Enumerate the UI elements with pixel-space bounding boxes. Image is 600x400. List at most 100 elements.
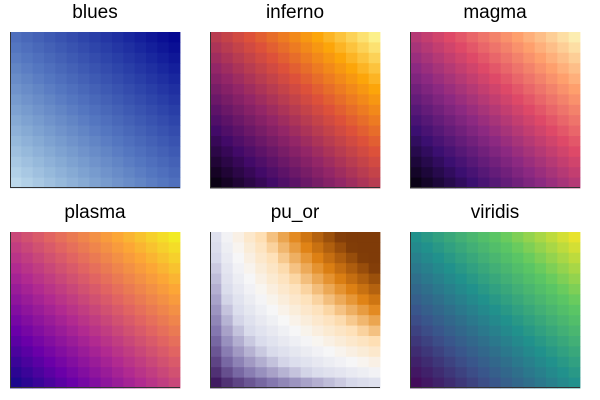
heatmap-cell [210, 104, 222, 116]
heatmap-cell [312, 63, 324, 74]
heatmap-cell [66, 336, 79, 347]
heatmap-cell [134, 315, 147, 326]
heatmap-cell [478, 136, 490, 147]
heatmap-cell [300, 252, 313, 264]
heatmap-cell [410, 115, 422, 126]
heatmap-cell [44, 125, 56, 137]
heatmap-cell [55, 367, 68, 378]
heatmap-cell [557, 232, 570, 243]
heatmap-cell [89, 232, 102, 243]
heatmap-cell [432, 146, 445, 158]
heatmap-cell [210, 284, 222, 295]
heatmap-cell [146, 367, 158, 378]
heatmap-cell [323, 42, 336, 54]
heatmap-cell [500, 325, 513, 337]
heatmap-cell [78, 315, 90, 326]
heatmap-cell [32, 346, 45, 358]
heatmap-cell [323, 136, 336, 147]
heatmap-cell [44, 146, 56, 158]
heatmap-cell [512, 356, 524, 368]
heatmap-cell [455, 52, 468, 64]
heatmap-cell [568, 263, 581, 274]
heatmap-cell [489, 252, 502, 264]
heatmap-cell [500, 346, 513, 358]
heatmap-cell [323, 32, 336, 43]
heatmap-cell [168, 356, 181, 368]
heatmap-cell [221, 136, 234, 147]
heatmap-cell [89, 273, 102, 285]
heatmap-cell [478, 356, 490, 368]
heatmap-cell [455, 232, 468, 243]
heatmap-cell [568, 167, 581, 178]
heatmap-cell [255, 115, 268, 126]
heatmap-cell [157, 336, 170, 347]
heatmap-cell [312, 336, 324, 347]
heatmap-cell [455, 367, 468, 378]
heatmap-cell [55, 232, 68, 243]
heatmap-cell [455, 284, 468, 295]
heatmap-cell [500, 167, 513, 178]
heatmap-cell [210, 242, 222, 254]
heatmap-cell [568, 177, 581, 189]
heatmap-cell [278, 104, 290, 116]
heatmap-cell [89, 315, 102, 326]
heatmap-cell [66, 294, 79, 306]
heatmap-cell [289, 377, 302, 389]
heatmap-cell [10, 32, 22, 43]
heatmap-cell [134, 263, 147, 274]
heatmap-cell [221, 367, 234, 378]
heatmap-cell [546, 242, 558, 254]
heatmap-cell [210, 346, 222, 358]
heatmap-cell [546, 42, 558, 54]
heatmap-cell [100, 167, 113, 178]
heatmap-cell [44, 115, 56, 126]
heatmap-cell [112, 156, 124, 168]
heatmap-cell [300, 294, 313, 306]
heatmap-cell [10, 84, 22, 95]
heatmap-cell [478, 377, 490, 389]
heatmap-cell [534, 346, 547, 358]
heatmap-cell [444, 304, 456, 316]
heatmap-cell [66, 32, 79, 43]
heatmap-cell [466, 115, 479, 126]
heatmap-cell [232, 177, 245, 189]
heatmap-cell [55, 42, 68, 54]
heatmap-cell [410, 146, 422, 158]
heatmap-cell [500, 377, 513, 389]
heatmap-cell [255, 84, 268, 95]
heatmap-cell [312, 177, 324, 189]
heatmap-cell [568, 304, 581, 316]
heatmap-cell [312, 52, 324, 64]
heatmap-cell [44, 325, 56, 337]
heatmap-cell [168, 315, 181, 326]
heatmap-cell [134, 42, 147, 54]
heatmap-cell [546, 263, 558, 274]
heatmap-cell [312, 42, 324, 54]
heatmap-cell [289, 242, 302, 254]
heatmap-cell [89, 125, 102, 137]
heatmap-cell [55, 32, 68, 43]
heatmap-cell [478, 367, 490, 378]
heatmap-cell [334, 377, 347, 389]
heatmap-cell [221, 284, 234, 295]
heatmap-cell [78, 263, 90, 274]
heatmap-cell [232, 156, 245, 168]
heatmap-cell [523, 273, 536, 285]
heatmap-cell [444, 252, 456, 264]
heatmap-cell [357, 104, 370, 116]
heatmap-cell [444, 84, 456, 95]
heatmap-cell [466, 294, 479, 306]
heatmap-cell [334, 167, 347, 178]
heatmap-cell [323, 125, 336, 137]
heatmap-cell [221, 146, 234, 158]
heatmap-cell [346, 294, 358, 306]
heatmap-cell [478, 125, 490, 137]
heatmap-cell [232, 356, 245, 368]
heatmap-cell [112, 325, 124, 337]
heatmap-blues [10, 32, 181, 189]
heatmap-cell [123, 367, 136, 378]
heatmap-cell [134, 156, 147, 168]
heatmap-cell [278, 346, 290, 358]
heatmap-cell [210, 52, 222, 64]
heatmap-cell [10, 263, 22, 274]
